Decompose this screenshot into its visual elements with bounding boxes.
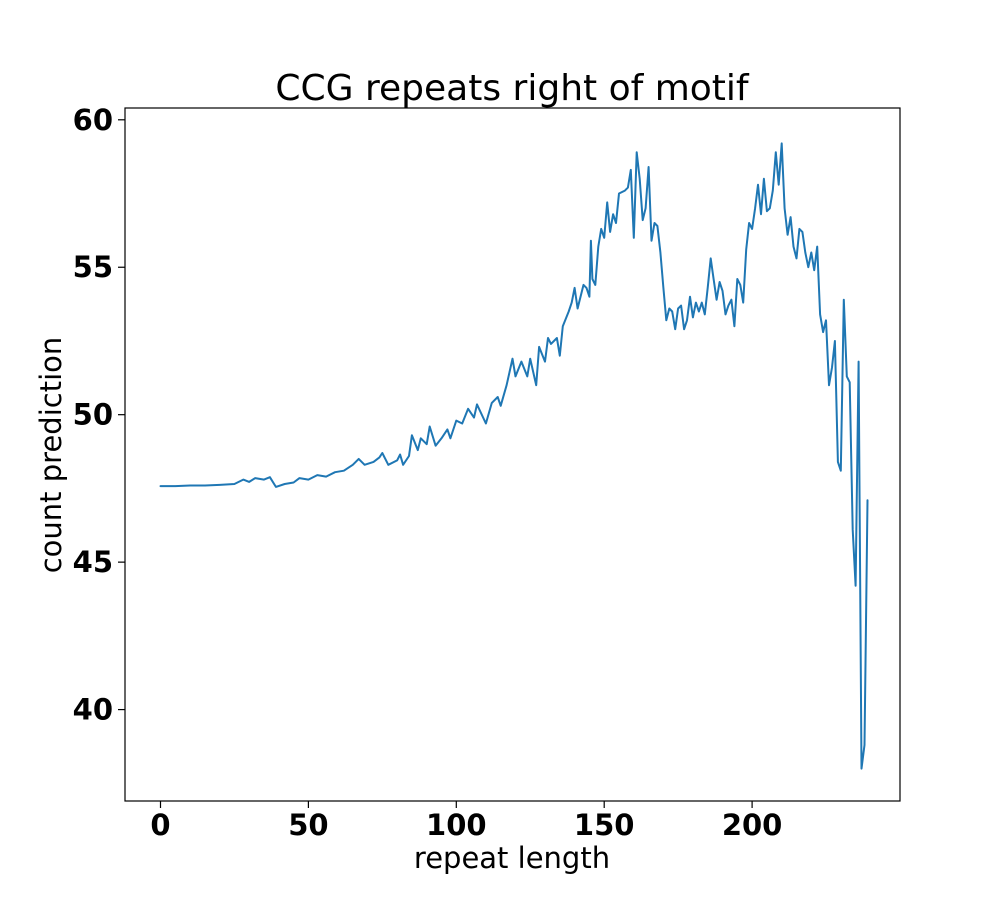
y-tick-label: 45 [73,545,113,579]
x-axis: 0 50 100 150 200 [150,801,782,842]
x-tick-label: 200 [722,808,783,842]
x-axis-label: repeat length [414,841,610,875]
chart-title: CCG repeats right of motif [275,68,750,109]
x-tick-label: 100 [426,808,487,842]
y-axis: 40 45 50 55 60 [73,103,125,727]
plot-frame [124,107,901,802]
x-tick-label: 0 [150,808,170,842]
series-line-0 [159,142,869,770]
plot-area [159,142,869,770]
x-tick-label: 150 [574,808,635,842]
y-axis-label: count prediction [34,337,68,574]
y-tick-label: 55 [73,250,113,284]
y-tick-label: 50 [73,398,113,432]
y-tick-label: 40 [73,693,113,727]
x-tick-label: 50 [288,808,328,842]
y-tick-label: 60 [73,103,113,137]
